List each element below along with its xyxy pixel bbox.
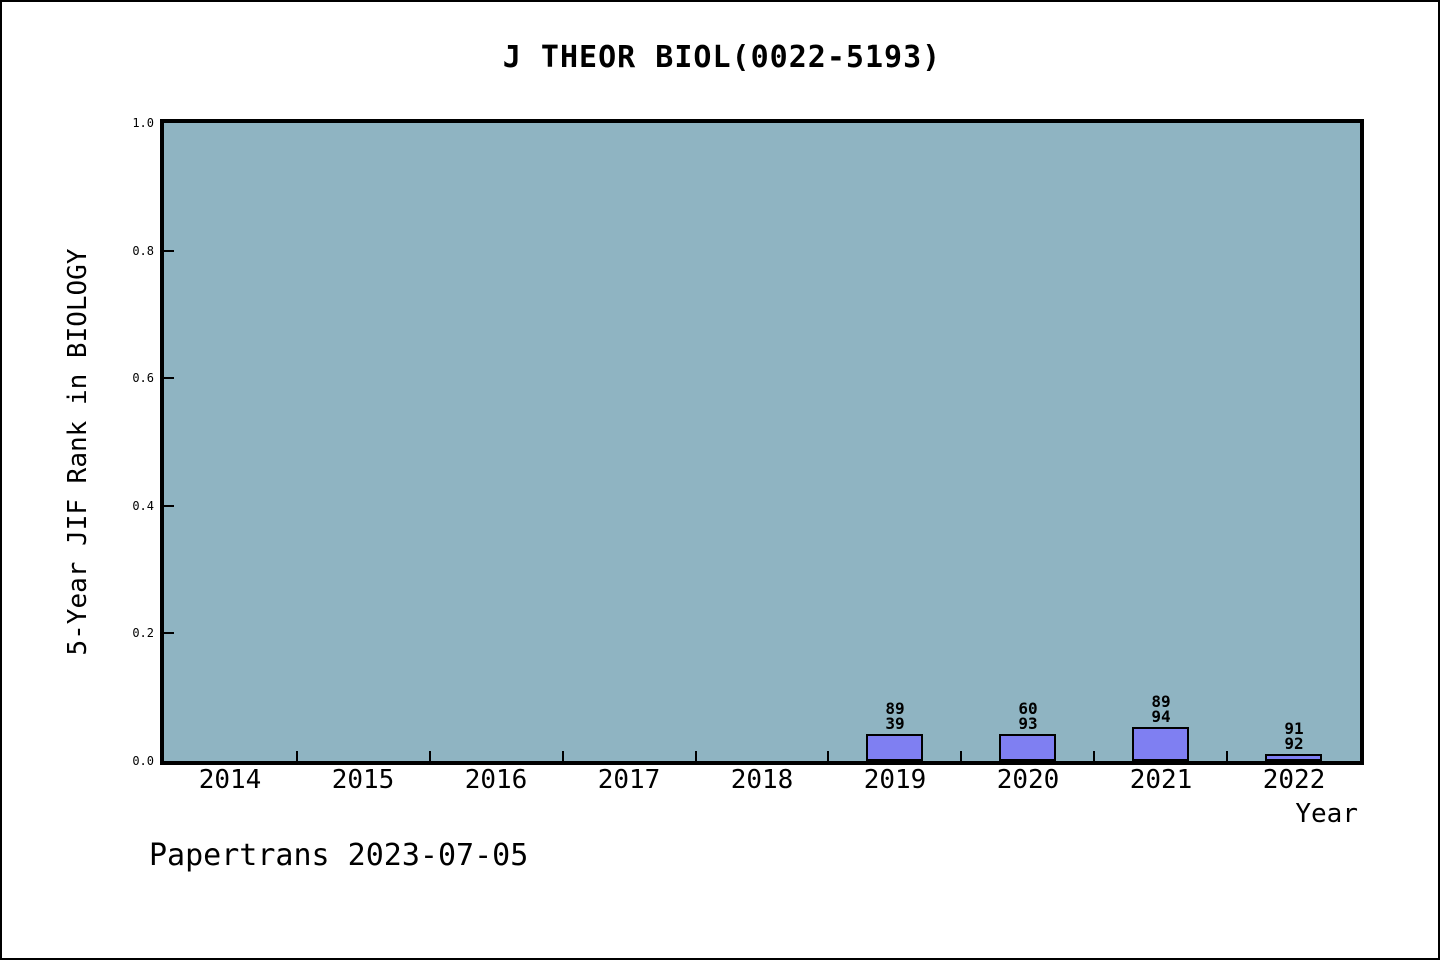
y-tick-label: 0.8	[132, 244, 154, 258]
x-category-label: 2017	[597, 765, 661, 795]
plot-area: 89 39 60 93 89 94 91 92	[160, 119, 1364, 765]
y-tick-mark	[164, 377, 174, 379]
x-tick-mark	[695, 751, 697, 761]
bar-value-label-2022: 91 92	[1284, 719, 1304, 753]
x-tick-mark	[1093, 751, 1095, 761]
y-tick-mark	[164, 632, 174, 634]
x-tick-mark	[960, 751, 962, 761]
bar-2020	[999, 734, 1056, 761]
y-tick-label: 0.6	[132, 371, 154, 385]
x-axis-category-labels: 2014 2015 2016 2017 2018 2019 2020 2021 2022	[164, 765, 1360, 799]
x-category-label: 2019	[863, 765, 927, 795]
footer-watermark: Papertrans 2023-07-05	[149, 838, 529, 873]
y-tick-label: 0.2	[132, 626, 154, 640]
x-tick-mark	[1226, 751, 1228, 761]
x-tick-mark	[429, 751, 431, 761]
x-tick-mark	[827, 751, 829, 761]
x-category-label: 2014	[198, 765, 262, 795]
x-tick-mark	[562, 751, 564, 761]
y-tick-label: 0.0	[132, 754, 154, 768]
y-tick-mark	[164, 505, 174, 507]
bar-2019	[866, 734, 923, 761]
bar-2022	[1265, 754, 1322, 761]
bar-value-label-2020: 60 93	[1018, 699, 1038, 733]
x-category-label: 2018	[730, 765, 794, 795]
x-category-label: 2015	[331, 765, 395, 795]
x-category-label: 2022	[1262, 765, 1326, 795]
y-axis-title: 5-Year JIF Rank in BIOLOGY	[63, 248, 93, 656]
y-tick-mark	[164, 250, 174, 252]
x-category-label: 2016	[464, 765, 528, 795]
bar-value-label-2019: 89 39	[885, 699, 905, 733]
chart-title: J THEOR BIOL(0022-5193)	[502, 40, 942, 75]
x-category-label: 2021	[1129, 765, 1193, 795]
x-tick-mark	[296, 751, 298, 761]
y-tick-label: 1.0	[132, 116, 154, 130]
bar-2021	[1132, 727, 1189, 761]
y-tick-label: 0.4	[132, 499, 154, 513]
x-category-label: 2020	[996, 765, 1060, 795]
x-axis-title: Year	[1295, 799, 1358, 829]
bar-value-label-2021: 89 94	[1151, 692, 1171, 726]
